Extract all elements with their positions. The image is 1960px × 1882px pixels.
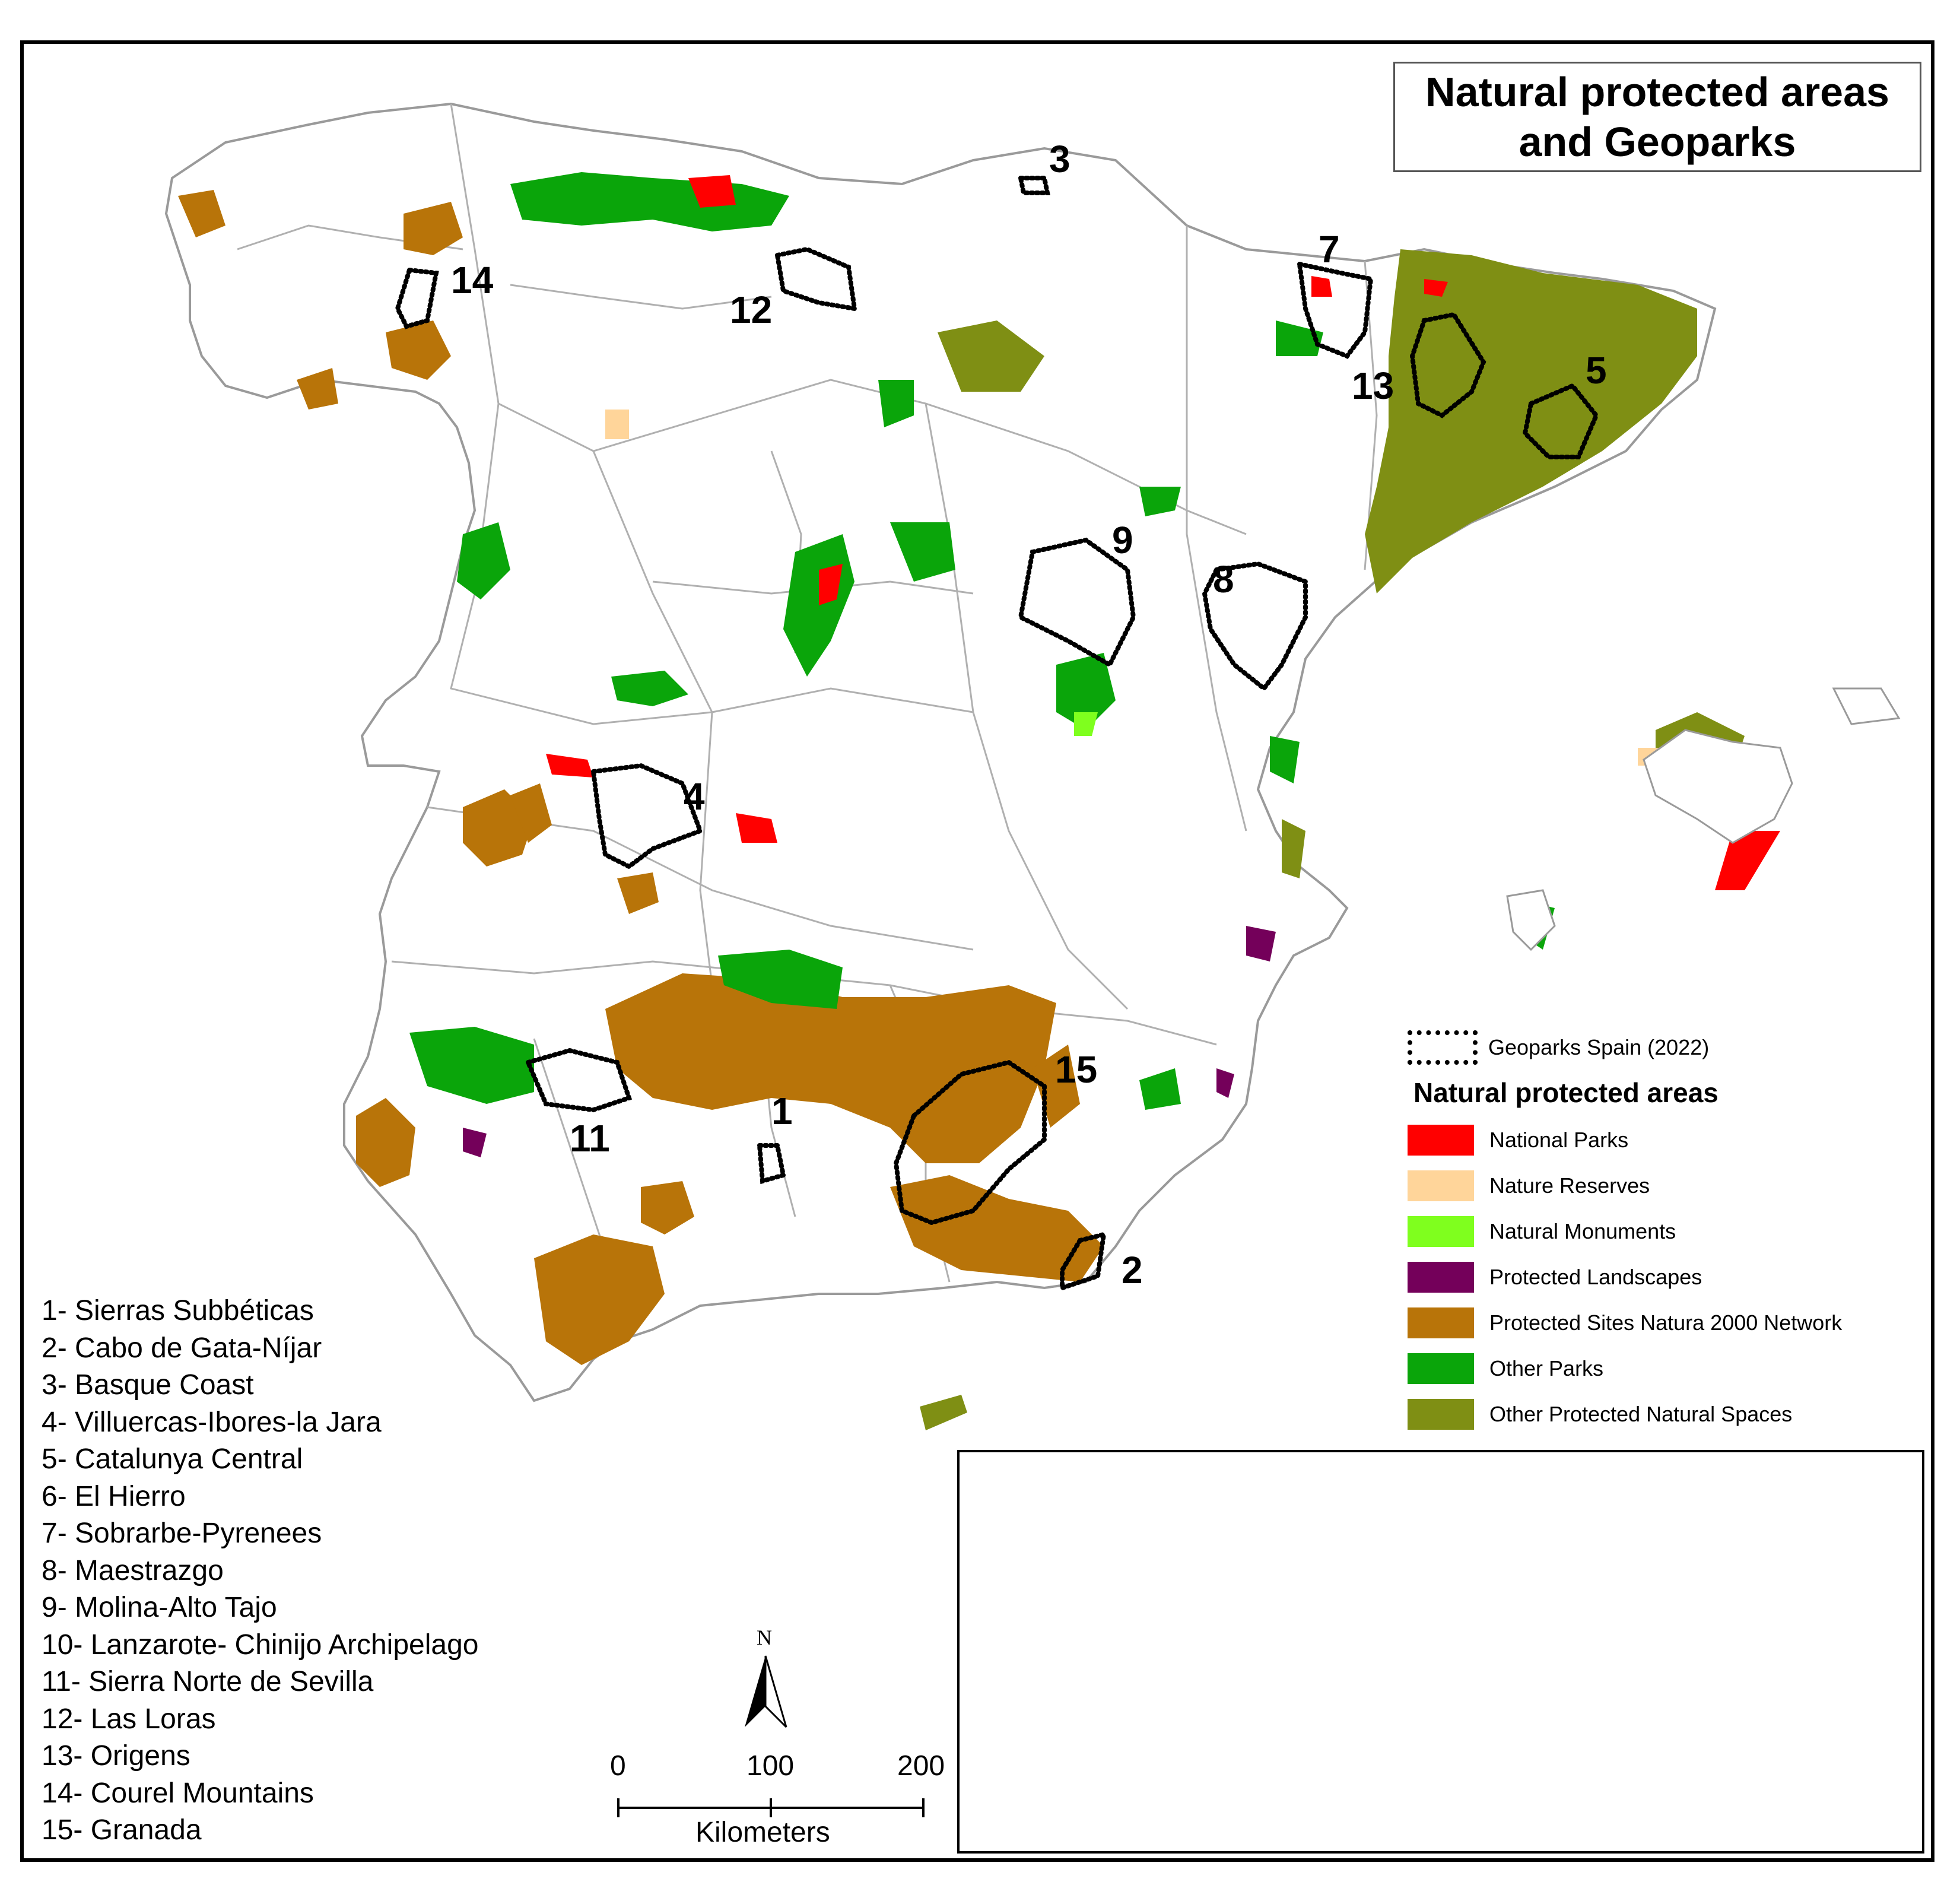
scale-bar [617, 1798, 925, 1817]
title-line-1: Natural protected areas [1425, 69, 1889, 115]
legend-swatch [1408, 1124, 1474, 1156]
legend-item: National Parks [1408, 1117, 1918, 1163]
legend-swatch [1408, 1170, 1474, 1201]
geopark-4 [590, 763, 704, 869]
geopark-label-4: 4 [684, 775, 705, 818]
geopark-13 [1409, 312, 1486, 418]
legend-label: National Parks [1489, 1127, 1629, 1152]
geopark-label-13: 13 [1352, 364, 1394, 407]
legend-swatch [1408, 1353, 1474, 1384]
geopark-15 [893, 1059, 1047, 1226]
protected-landscapes [463, 926, 1276, 1157]
north-arrow-icon [745, 1656, 765, 1727]
legend-swatch [1408, 1307, 1474, 1338]
list-item: 4- Villuercas-Ibores-la Jara [42, 1406, 382, 1438]
geopark-label-3: 3 [1049, 138, 1070, 180]
geopark-label-7: 7 [1319, 228, 1340, 271]
legend-label: Other Protected Natural Spaces [1489, 1401, 1793, 1426]
list-item: 14- Courel Mountains [42, 1777, 314, 1809]
legend-item: Nature Reserves [1408, 1163, 1918, 1208]
legend-label: Protected Sites Natura 2000 Network [1489, 1310, 1843, 1335]
legend-swatch [1408, 1261, 1474, 1293]
geopark-label-5: 5 [1586, 349, 1607, 392]
geopark-12 [774, 246, 857, 312]
legend-item: Natural Monuments [1408, 1208, 1918, 1254]
legend-label: Nature Reserves [1489, 1173, 1650, 1198]
geopark-label-15: 15 [1055, 1048, 1098, 1091]
geopark-3 [1018, 176, 1050, 195]
geopark-2 [1060, 1231, 1107, 1291]
geopark-label-1: 1 [771, 1090, 793, 1132]
geopark-11 [525, 1048, 633, 1113]
geoparks-list: 1- Sierras Subbéticas 2- Cabo de Gata-Ní… [42, 1293, 478, 1849]
list-item: 3- Basque Coast [42, 1369, 254, 1401]
geopark-1 [757, 1143, 786, 1185]
list-item: 9- Molina-Alto Tajo [42, 1592, 277, 1623]
geopark-9 [1018, 537, 1136, 668]
north-label: N [757, 1626, 772, 1649]
natural-monuments [1074, 712, 1098, 736]
list-item: 12- Las Loras [42, 1703, 216, 1735]
list-item: 13- Origens [42, 1740, 190, 1772]
list-item: 10- Lanzarote- Chinijo Archipelago [42, 1629, 479, 1661]
legend-label: Other Parks [1489, 1356, 1604, 1380]
legend-label: Natural Monuments [1489, 1218, 1676, 1243]
list-item: 11- Sierra Norte de Sevilla [42, 1666, 374, 1697]
legend-heading: Natural protected areas [1413, 1077, 1718, 1108]
list-item: 5- Catalunya Central [42, 1443, 303, 1475]
scale-tick-0: 0 [610, 1750, 626, 1782]
scale-unit: Kilometers [695, 1817, 830, 1848]
list-item: 8- Maestrazgo [42, 1554, 224, 1586]
list-item: 1- Sierras Subbéticas [42, 1295, 314, 1326]
scale-tick-100: 100 [746, 1750, 795, 1782]
legend-label: Protected Landscapes [1489, 1264, 1702, 1289]
geopark-swatch-icon [1408, 1030, 1478, 1065]
list-item: 15- Granada [42, 1814, 202, 1846]
geopark-label-2: 2 [1122, 1249, 1143, 1291]
geopark-14 [395, 267, 439, 329]
geopark-label-9: 9 [1112, 519, 1133, 561]
geopark-outlines [395, 176, 1599, 1291]
list-item: 6- El Hierro [42, 1480, 186, 1512]
natura2000-areas [178, 190, 1104, 1365]
geopark-8 [1202, 561, 1308, 692]
geopark-5 [1522, 383, 1599, 459]
national-parks [546, 175, 1780, 890]
legend-item: Other Protected Natural Spaces [1408, 1391, 1918, 1437]
list-item: 7- Sobrarbe-Pyrenees [42, 1518, 322, 1549]
legend-swatch [1408, 1398, 1474, 1430]
legend-geoparks-label: Geoparks Spain (2022) [1488, 1035, 1710, 1059]
canary-inset-frame [957, 1450, 1924, 1854]
legend-item: Protected Sites Natura 2000 Network [1408, 1300, 1918, 1345]
list-item: 2- Cabo de Gata-Níjar [42, 1332, 322, 1364]
map-title: Natural protected areas and Geoparks [1393, 62, 1921, 172]
legend-item: Protected Landscapes [1408, 1254, 1918, 1300]
scale-tick-200: 200 [897, 1750, 945, 1782]
geopark-label-14: 14 [451, 259, 494, 301]
geopark-label-11: 11 [570, 1117, 610, 1160]
balearic-islands [1506, 687, 1901, 951]
geopark-label-12: 12 [730, 288, 773, 331]
geopark-label-8: 8 [1213, 558, 1234, 601]
title-line-2: and Geoparks [1519, 119, 1796, 165]
map-legend: Geoparks Spain (2022) Natural protected … [1408, 1027, 1918, 1437]
legend-item: Other Parks [1408, 1345, 1918, 1391]
geopark-7 [1297, 261, 1374, 359]
legend-geoparks: Geoparks Spain (2022) [1408, 1027, 1918, 1068]
legend-swatch [1408, 1215, 1474, 1247]
